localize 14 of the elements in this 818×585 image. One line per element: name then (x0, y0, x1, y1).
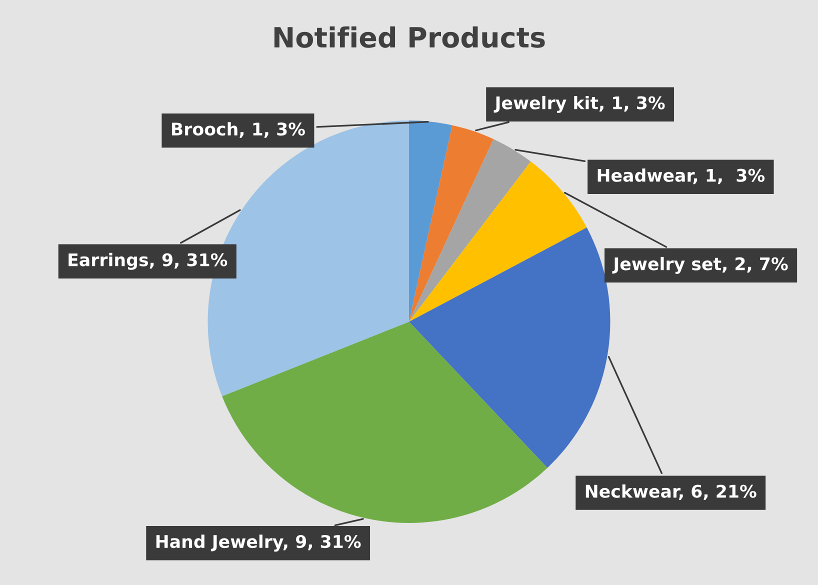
slice-label: Brooch, 1, 3% (172, 122, 305, 138)
pie-slice (222, 322, 548, 523)
slice-label: Hand Jewelry, 9, 31% (156, 534, 361, 552)
slice-label: Headwear, 1, 3% (598, 168, 765, 184)
pie-slice (409, 125, 494, 322)
slice-label: Neckwear, 6, 21% (586, 484, 756, 500)
pie-slice (409, 227, 610, 468)
pie-slice (409, 139, 531, 322)
chart-title: Notified Products (274, 26, 545, 48)
slice-label: Earrings, 9, 31% (68, 252, 228, 270)
slice-label: Jewelry kit, 1, 3% (494, 96, 665, 113)
slice-label: Jewelry set, 2, 7% (612, 256, 788, 274)
pie-slice (409, 120, 452, 322)
pie-slice (409, 162, 587, 322)
